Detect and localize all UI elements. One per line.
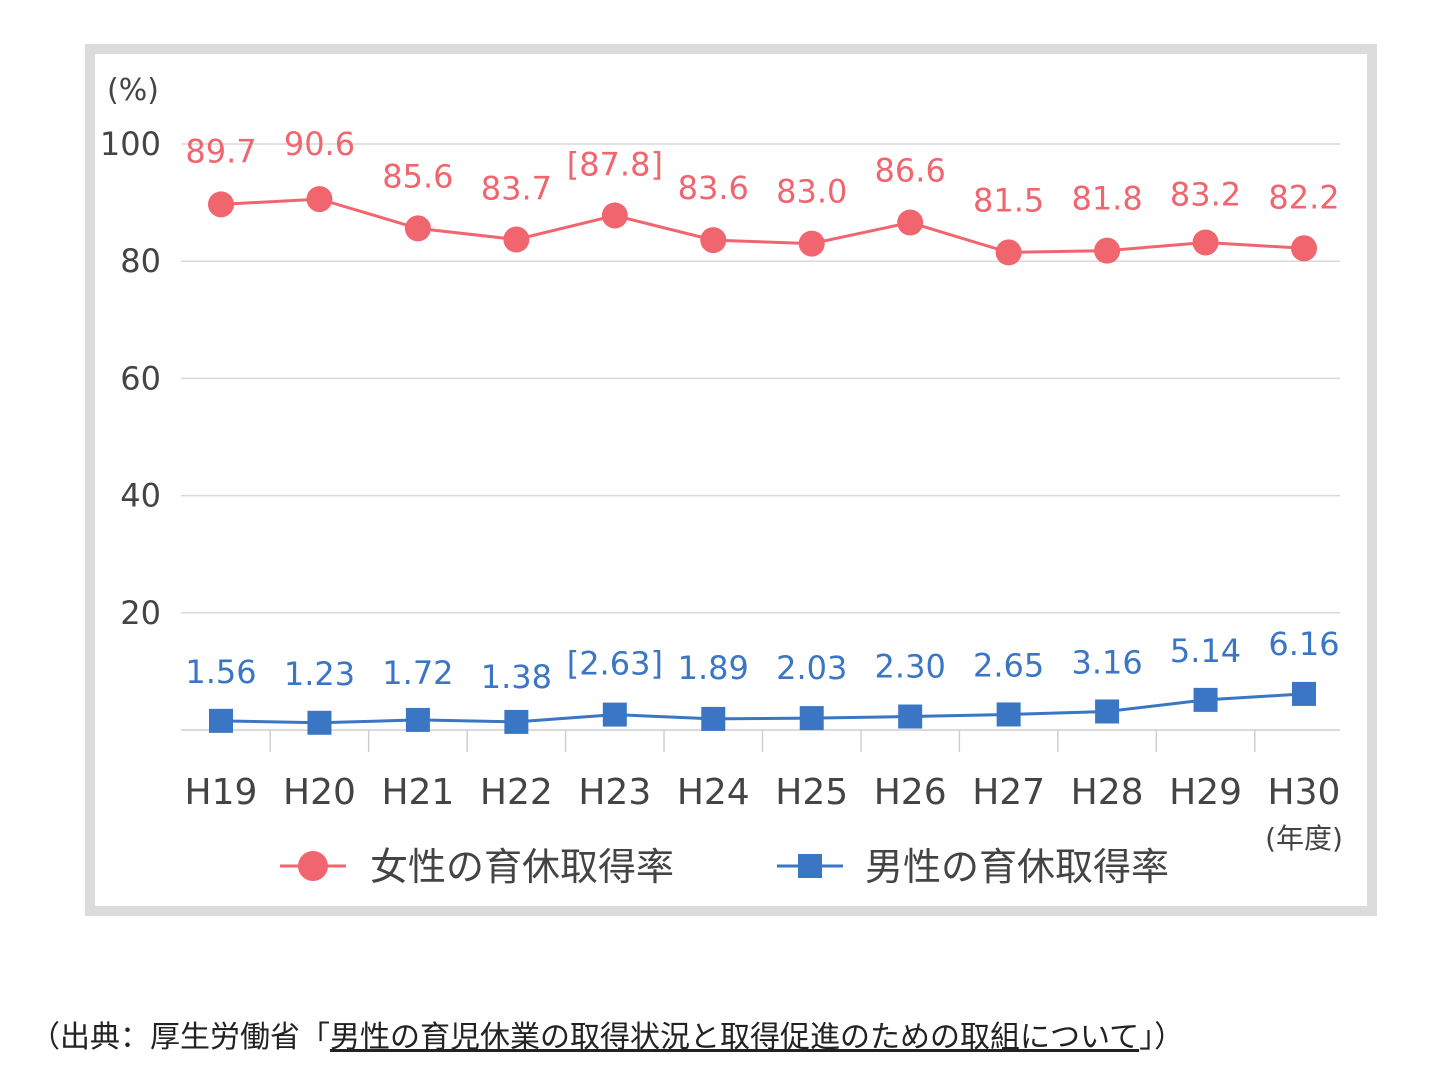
y-tick-label: 80 xyxy=(120,242,161,280)
data-point-male xyxy=(799,706,824,731)
series-line-male xyxy=(220,692,1305,725)
x-tick-label: H19 xyxy=(185,772,258,813)
data-point-female xyxy=(700,227,727,254)
data-label-female: 85.6 xyxy=(382,157,453,195)
data-point-male xyxy=(1193,687,1218,712)
legend-label-female: 女性の育休取得率 xyxy=(370,845,674,889)
data-point-male xyxy=(1095,699,1120,724)
data-point-male xyxy=(307,710,332,735)
data-point-male xyxy=(602,702,627,727)
data-label-female: 89.7 xyxy=(185,132,256,170)
data-point-male xyxy=(996,702,1021,727)
data-label-male: [2.63] xyxy=(567,645,663,683)
legend-marker-square xyxy=(798,854,822,878)
data-point-male xyxy=(405,707,430,732)
data-label-male: 5.14 xyxy=(1170,632,1241,670)
x-tick-label: H20 xyxy=(283,772,356,813)
data-point-male xyxy=(209,708,233,733)
data-label-male: 2.03 xyxy=(776,649,847,687)
data-point-female xyxy=(1291,235,1317,262)
data-label-male: 1.23 xyxy=(284,655,355,693)
data-label-male: 2.30 xyxy=(875,648,946,686)
data-label-male: 2.65 xyxy=(973,646,1044,684)
data-label-female: 81.8 xyxy=(1071,180,1142,218)
data-point-male xyxy=(1292,681,1316,706)
y-tick-label: 20 xyxy=(120,594,161,632)
data-label-female: 83.6 xyxy=(678,169,749,207)
data-point-female xyxy=(798,230,825,257)
y-tick-label: 60 xyxy=(120,359,161,397)
data-point-female xyxy=(897,209,924,236)
data-label-male: 3.16 xyxy=(1071,643,1142,681)
data-label-male: 1.72 xyxy=(382,654,453,692)
data-label-female: 83.7 xyxy=(481,170,552,208)
x-tick-label: H21 xyxy=(381,772,454,813)
x-tick-label: H23 xyxy=(578,772,651,813)
data-label-male: 1.89 xyxy=(678,649,749,687)
y-tick-label: 40 xyxy=(120,477,161,515)
x-tick-label: H25 xyxy=(775,772,848,813)
x-tick-label: H24 xyxy=(677,772,750,813)
data-point-female xyxy=(601,202,628,229)
x-tick-label: H22 xyxy=(480,772,553,813)
data-point-male xyxy=(898,704,923,729)
data-point-female xyxy=(503,226,530,253)
data-point-female xyxy=(208,191,234,218)
source-prefix: （出典：厚生労働省「 xyxy=(30,1020,330,1055)
y-axis-label: (%) xyxy=(107,73,159,108)
data-label-female: 90.6 xyxy=(284,125,355,163)
legend-marker-circle xyxy=(298,851,328,881)
data-label-male: 1.56 xyxy=(185,653,256,691)
x-tick-label: H29 xyxy=(1169,772,1242,813)
data-label-male: 1.38 xyxy=(481,658,552,696)
data-label-female: 83.0 xyxy=(776,173,847,211)
source-citation: （出典：厚生労働省「男性の育児休業の取得状況と取得促進のための取組について」） xyxy=(30,1012,1184,1056)
data-point-male xyxy=(504,709,529,734)
data-label-male: 6.16 xyxy=(1268,625,1339,663)
y-tick-label: 100 xyxy=(100,125,161,163)
x-tick-label: H26 xyxy=(874,772,947,813)
x-tick-label: H27 xyxy=(972,772,1045,813)
data-point-female xyxy=(1094,237,1121,264)
data-point-male xyxy=(701,706,726,731)
data-point-female xyxy=(404,215,431,242)
chart-frame: 20 40 60 80 100 (%) H19 H20 H21 H22 H23 H24 H25 H26 H2… xyxy=(85,44,1377,916)
data-label-female: 82.2 xyxy=(1268,178,1339,216)
data-label-female: 83.2 xyxy=(1170,175,1241,213)
data-label-female: 81.5 xyxy=(973,181,1044,219)
data-point-female xyxy=(995,239,1022,266)
data-point-female xyxy=(1192,229,1219,256)
source-suffix: 」） xyxy=(1139,1020,1185,1055)
data-point-female xyxy=(306,186,333,213)
data-label-female: [87.8] xyxy=(567,145,663,183)
x-tick-label: H30 xyxy=(1268,772,1341,813)
series-line-female xyxy=(220,197,1305,254)
data-label-female: 86.6 xyxy=(875,152,946,190)
source-link[interactable]: 男性の育児休業の取得状況と取得促進のための取組について xyxy=(330,1020,1140,1055)
line-chart: 20 40 60 80 100 (%) H19 H20 H21 H22 H23 H24 H25 H26 H2… xyxy=(100,73,1343,889)
legend-label-male: 男性の育休取得率 xyxy=(865,845,1169,889)
x-tick-label: H28 xyxy=(1071,772,1144,813)
x-axis-label: (年度) xyxy=(1265,822,1343,855)
